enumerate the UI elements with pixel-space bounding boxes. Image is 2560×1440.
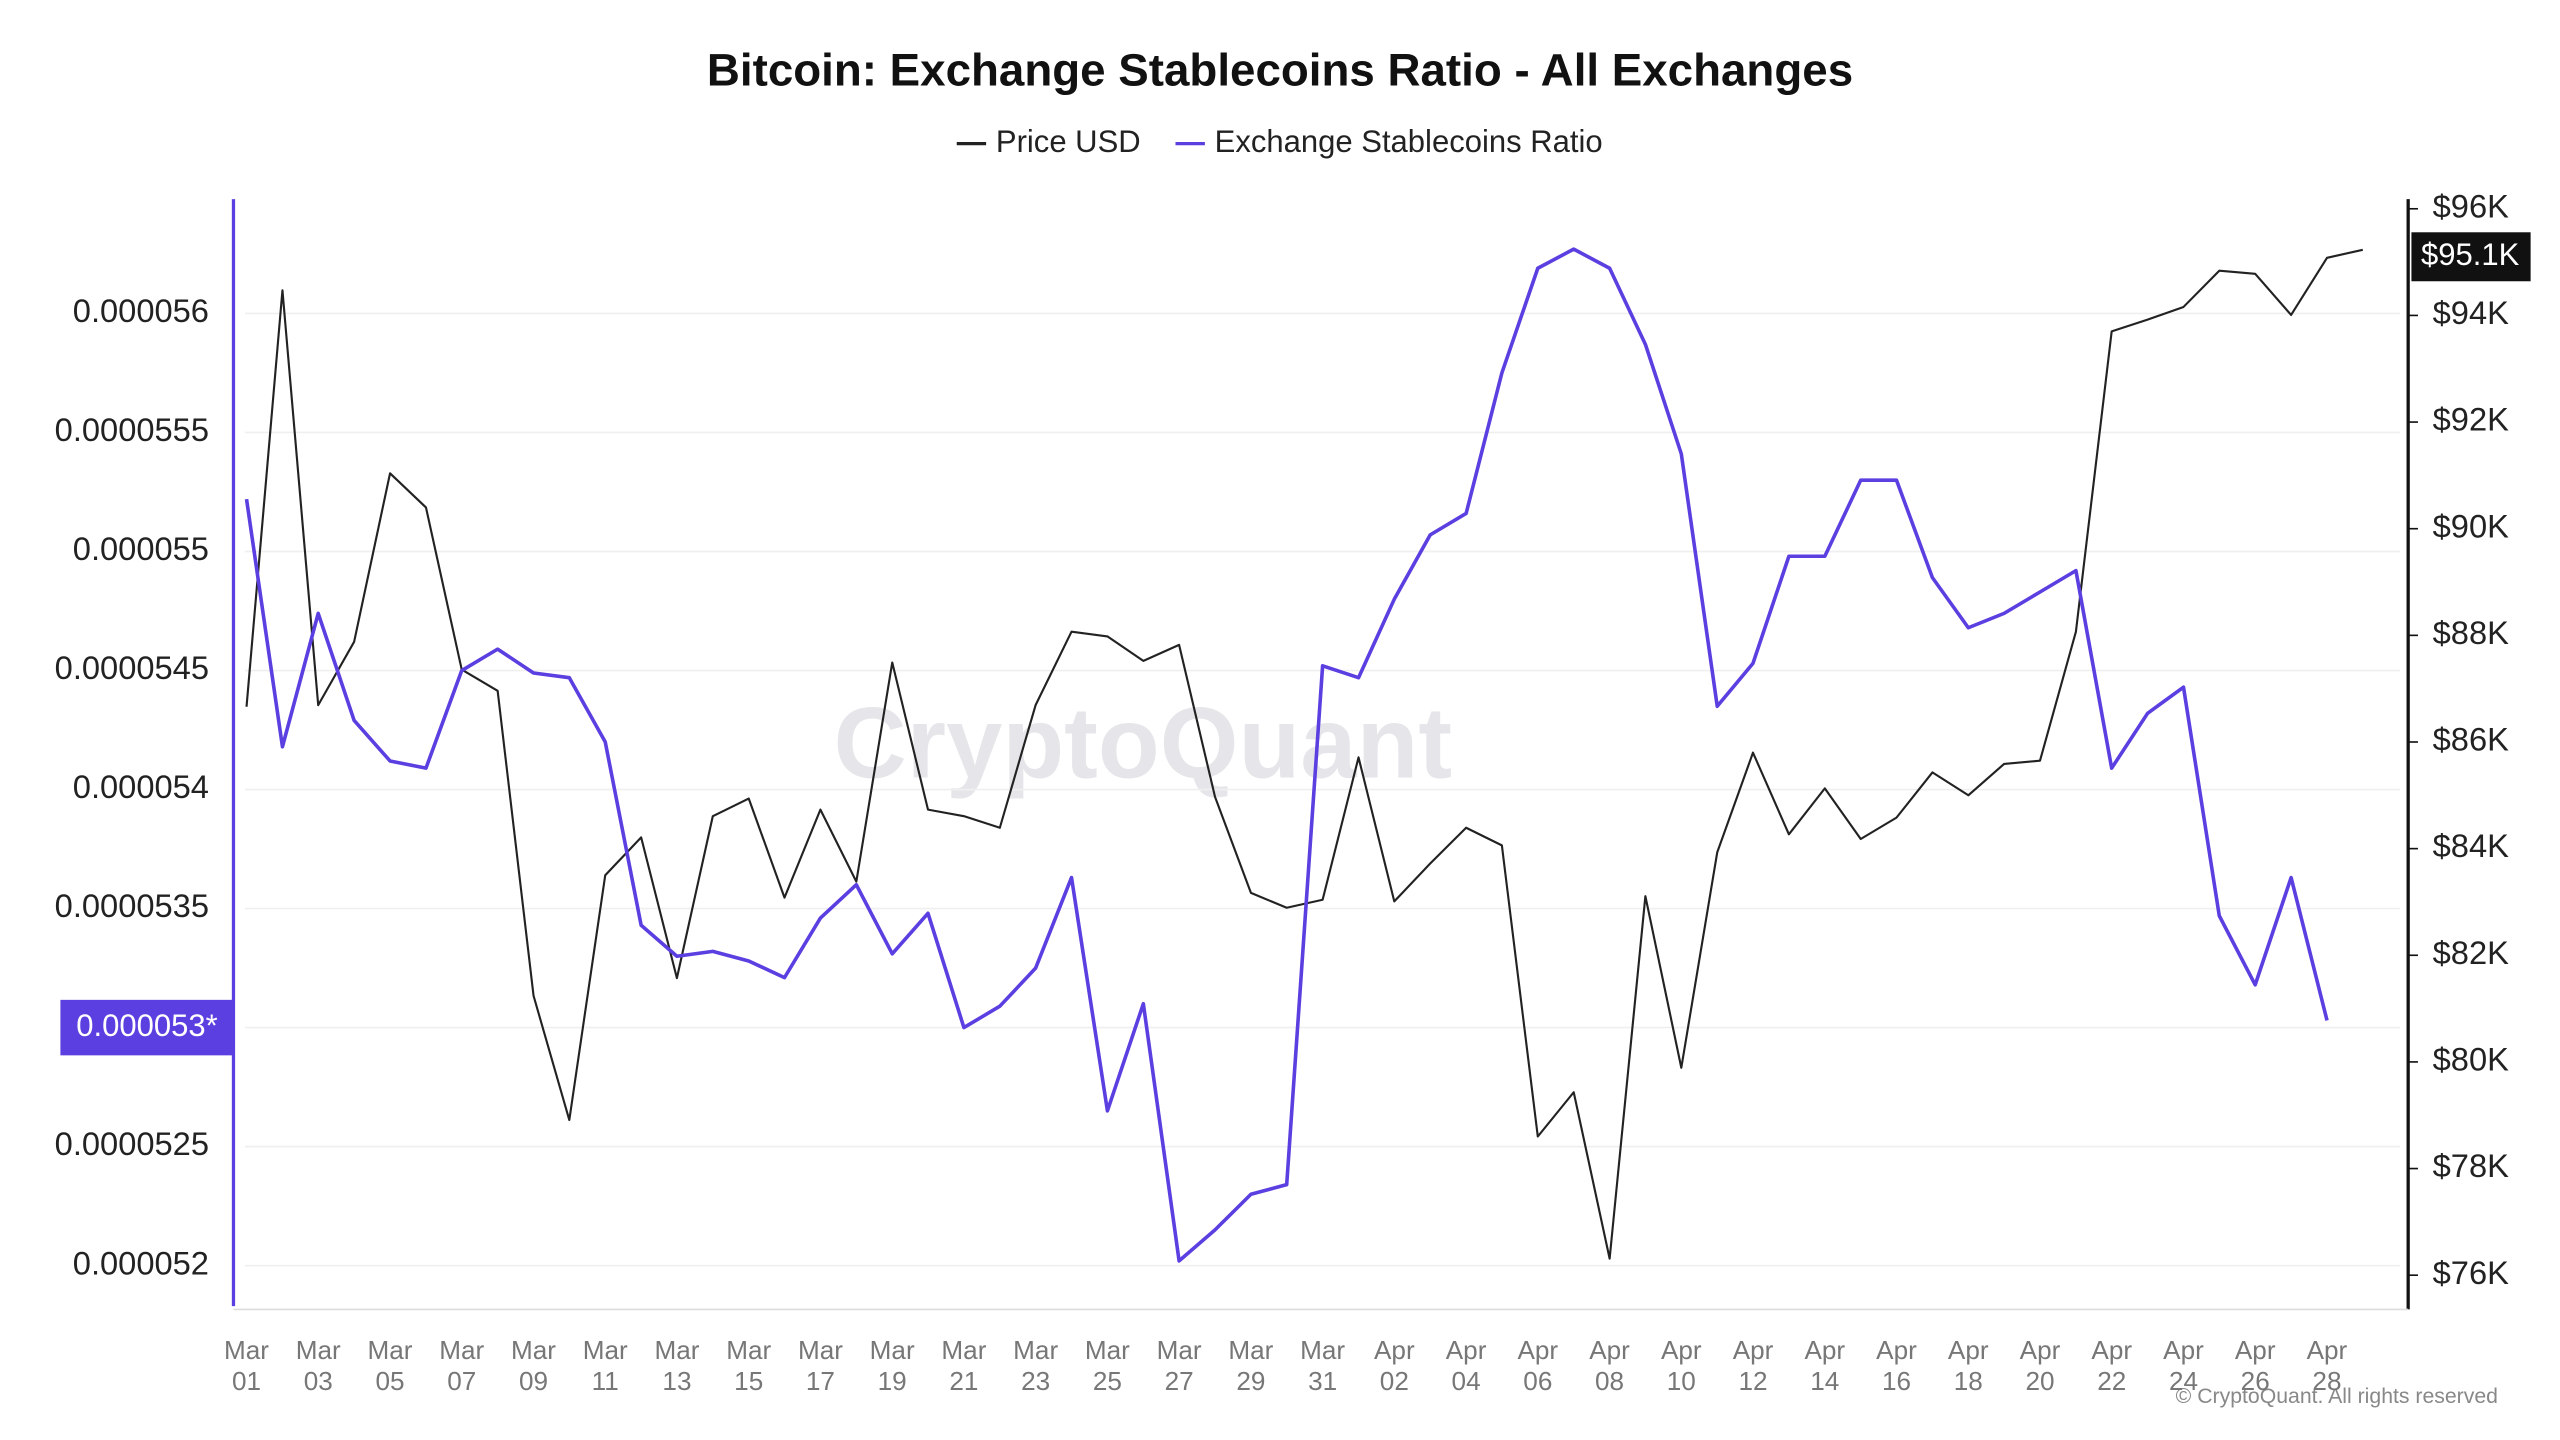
x-tick-label: Apr 08 bbox=[1589, 1335, 1630, 1396]
y-tick-label: 0.0000525 bbox=[55, 1125, 209, 1162]
x-tick-label: Apr 22 bbox=[2091, 1335, 2132, 1396]
x-tick-label: Mar 05 bbox=[368, 1335, 413, 1396]
x-tick-label: Apr 14 bbox=[1804, 1335, 1845, 1396]
x-tick-label: Mar 19 bbox=[870, 1335, 915, 1396]
x-tick-label: Apr 16 bbox=[1876, 1335, 1917, 1396]
x-tick-label: Apr 18 bbox=[1948, 1335, 1989, 1396]
x-tick-label: Mar 25 bbox=[1085, 1335, 1130, 1396]
y2-tick-label: $94K bbox=[2433, 294, 2509, 331]
x-tick-label: Mar 17 bbox=[798, 1335, 843, 1396]
y-tick-label: 0.0000535 bbox=[55, 887, 209, 924]
x-tick-label: Apr 04 bbox=[1446, 1335, 1487, 1396]
x-tick-label: Mar 23 bbox=[1013, 1335, 1058, 1396]
current-ratio-label: 0.000053* bbox=[76, 1008, 217, 1043]
x-tick-label: Apr 20 bbox=[2020, 1335, 2061, 1396]
y2-tick-label: $96K bbox=[2433, 187, 2509, 224]
x-tick-label: Apr 28 bbox=[2307, 1335, 2348, 1396]
legend-label: Exchange Stablecoins Ratio bbox=[1215, 124, 1603, 159]
x-tick-label: Mar 07 bbox=[439, 1335, 484, 1396]
y2-tick-label: $88K bbox=[2433, 614, 2509, 651]
series-line bbox=[244, 247, 2329, 1263]
x-tick-label: Apr 26 bbox=[2235, 1335, 2276, 1396]
chart-title: Bitcoin: Exchange Stablecoins Ratio - Al… bbox=[707, 45, 1853, 96]
x-tick-label: Apr 06 bbox=[1518, 1335, 1559, 1396]
x-tick-label: Mar 01 bbox=[224, 1335, 269, 1396]
y-tick-label: 0.000055 bbox=[73, 530, 209, 567]
legend-label: Price USD bbox=[996, 124, 1141, 159]
x-tick-label: Mar 11 bbox=[583, 1335, 628, 1396]
y-tick-label: 0.0000555 bbox=[55, 411, 209, 448]
y-tick-label: 0.000054 bbox=[73, 768, 209, 805]
y-tick-label: 0.0000545 bbox=[55, 649, 209, 686]
y2-tick-label: $80K bbox=[2433, 1041, 2509, 1078]
y2-tick-label: $90K bbox=[2433, 507, 2509, 544]
current-price-label: $95.1K bbox=[2421, 237, 2520, 272]
x-tick-label: Mar 31 bbox=[1300, 1335, 1345, 1396]
y2-tick-label: $82K bbox=[2433, 934, 2509, 971]
y2-tick-label: $84K bbox=[2433, 827, 2509, 864]
y-tick-label: 0.000056 bbox=[73, 292, 209, 329]
x-tick-label: Apr 12 bbox=[1733, 1335, 1774, 1396]
x-tick-label: Apr 02 bbox=[1374, 1335, 1415, 1396]
y2-tick-label: $92K bbox=[2433, 401, 2509, 438]
x-tick-label: Apr 24 bbox=[2163, 1335, 2204, 1396]
x-tick-label: Apr 10 bbox=[1661, 1335, 1702, 1396]
y-tick-label: 0.000052 bbox=[73, 1244, 209, 1281]
y2-tick-label: $78K bbox=[2433, 1147, 2509, 1184]
x-tick-label: Mar 27 bbox=[1157, 1335, 1202, 1396]
y2-tick-label: $86K bbox=[2433, 721, 2509, 758]
x-tick-label: Mar 13 bbox=[654, 1335, 699, 1396]
watermark: CryptoQuant bbox=[834, 687, 1453, 800]
x-tick-label: Mar 09 bbox=[511, 1335, 556, 1396]
footnote: © CryptoQuant. All rights reserved bbox=[2176, 1385, 2498, 1408]
current-price-badge bbox=[2411, 232, 2531, 282]
x-tick-label: Mar 29 bbox=[1228, 1335, 1273, 1396]
x-tick-label: Mar 03 bbox=[296, 1335, 341, 1396]
x-tick-label: Mar 21 bbox=[941, 1335, 986, 1396]
current-ratio-badge bbox=[60, 999, 234, 1056]
y2-tick-label: $76K bbox=[2433, 1254, 2509, 1291]
x-tick-label: Mar 15 bbox=[726, 1335, 771, 1396]
